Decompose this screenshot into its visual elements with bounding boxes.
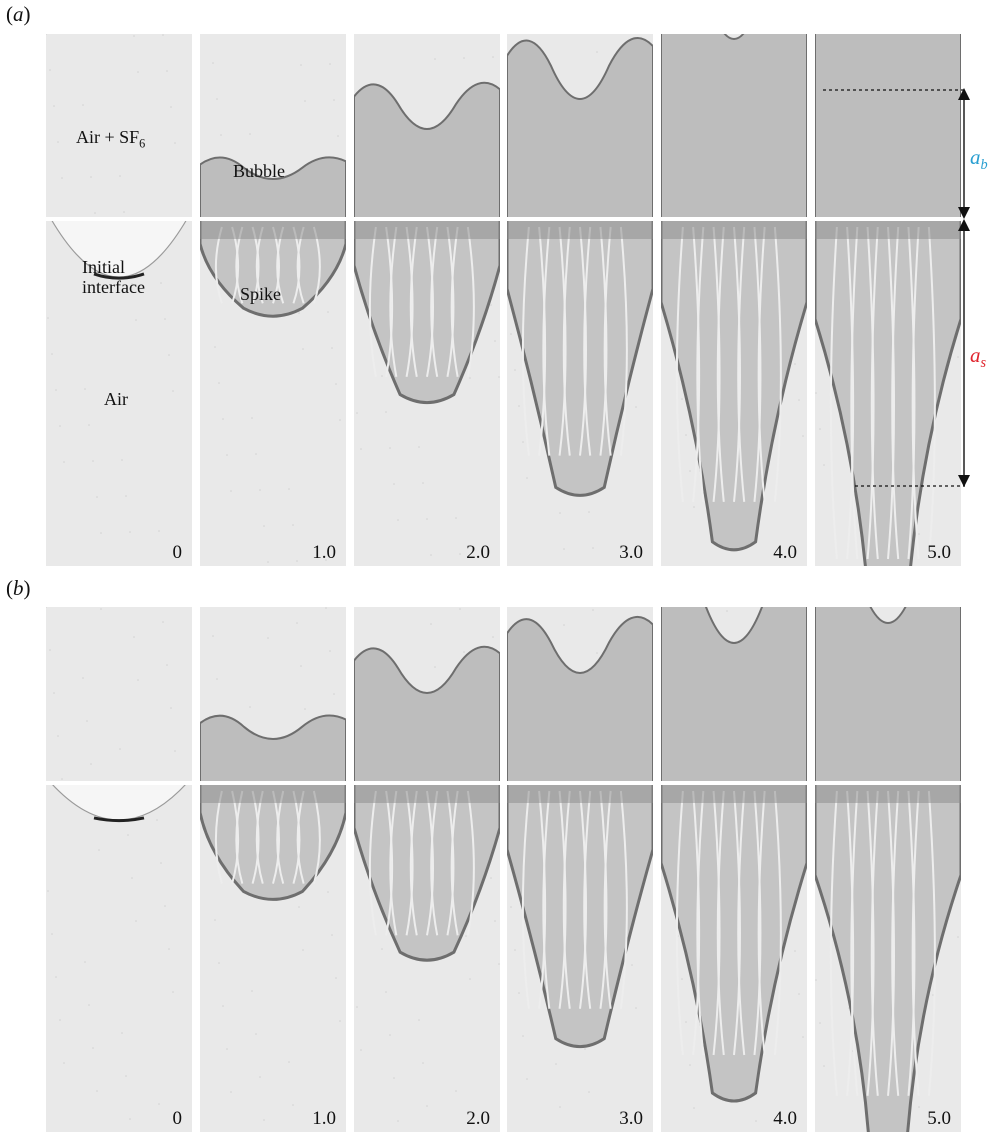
time-label: 3.0 xyxy=(619,1108,643,1129)
bubble-region xyxy=(815,34,961,220)
frame-b-0: 0 xyxy=(46,607,192,1132)
bubble-label: Bubble xyxy=(233,161,285,181)
bubble-region xyxy=(661,607,807,784)
time-label: 2.0 xyxy=(466,1108,490,1129)
time-label: 2.0 xyxy=(466,542,490,563)
panel-a-label: (a) xyxy=(6,2,31,26)
upper-gas-label: Air + SF6 xyxy=(76,127,146,151)
lower-gas-label: Air xyxy=(104,389,128,409)
frame-b-4: 4.0 xyxy=(661,607,807,1132)
spike-amplitude-label: as xyxy=(970,343,987,372)
time-label: 4.0 xyxy=(773,542,797,563)
initial-interface-shape xyxy=(49,782,189,821)
spike-region xyxy=(815,781,961,1132)
time-label: 4.0 xyxy=(773,1108,797,1129)
time-label: 5.0 xyxy=(927,542,951,563)
frame-a-0: 0 xyxy=(46,34,192,566)
frame-a-1: 1.0 xyxy=(200,34,346,566)
frame-b-5: 5.0 xyxy=(815,607,961,1132)
time-label: 3.0 xyxy=(619,542,643,563)
frame-b-1: 1.0 xyxy=(200,607,346,1132)
initial-interface-label: Initial interface xyxy=(82,257,145,297)
amplitude-indicators xyxy=(823,88,970,487)
time-label: 0 xyxy=(172,1108,183,1129)
time-label: 1.0 xyxy=(312,542,336,563)
frame-a-3: 3.0 xyxy=(507,34,653,566)
frame-a-4: 4.0 xyxy=(661,34,807,566)
bubble-region xyxy=(200,714,346,784)
time-label: 5.0 xyxy=(927,1108,951,1129)
time-label: 0 xyxy=(172,542,183,563)
bubble-region xyxy=(354,645,500,784)
frame-b-3: 3.0 xyxy=(507,607,653,1132)
bubble-region xyxy=(815,607,961,784)
bubble-region xyxy=(200,156,346,220)
bubble-amplitude-label: ab xyxy=(970,145,988,174)
bubble-region xyxy=(507,615,653,784)
frame-a-2: 2.0 xyxy=(354,34,500,566)
frame-a-5: 5.0 xyxy=(815,34,961,566)
spike-label: Spike xyxy=(240,284,282,304)
bubble-region xyxy=(661,34,807,220)
time-label: 1.0 xyxy=(312,1108,336,1129)
bubble-region xyxy=(354,81,500,220)
bubble-region xyxy=(507,37,653,220)
frame-b-2: 2.0 xyxy=(354,607,500,1132)
panel-b-label: (b) xyxy=(6,576,31,600)
